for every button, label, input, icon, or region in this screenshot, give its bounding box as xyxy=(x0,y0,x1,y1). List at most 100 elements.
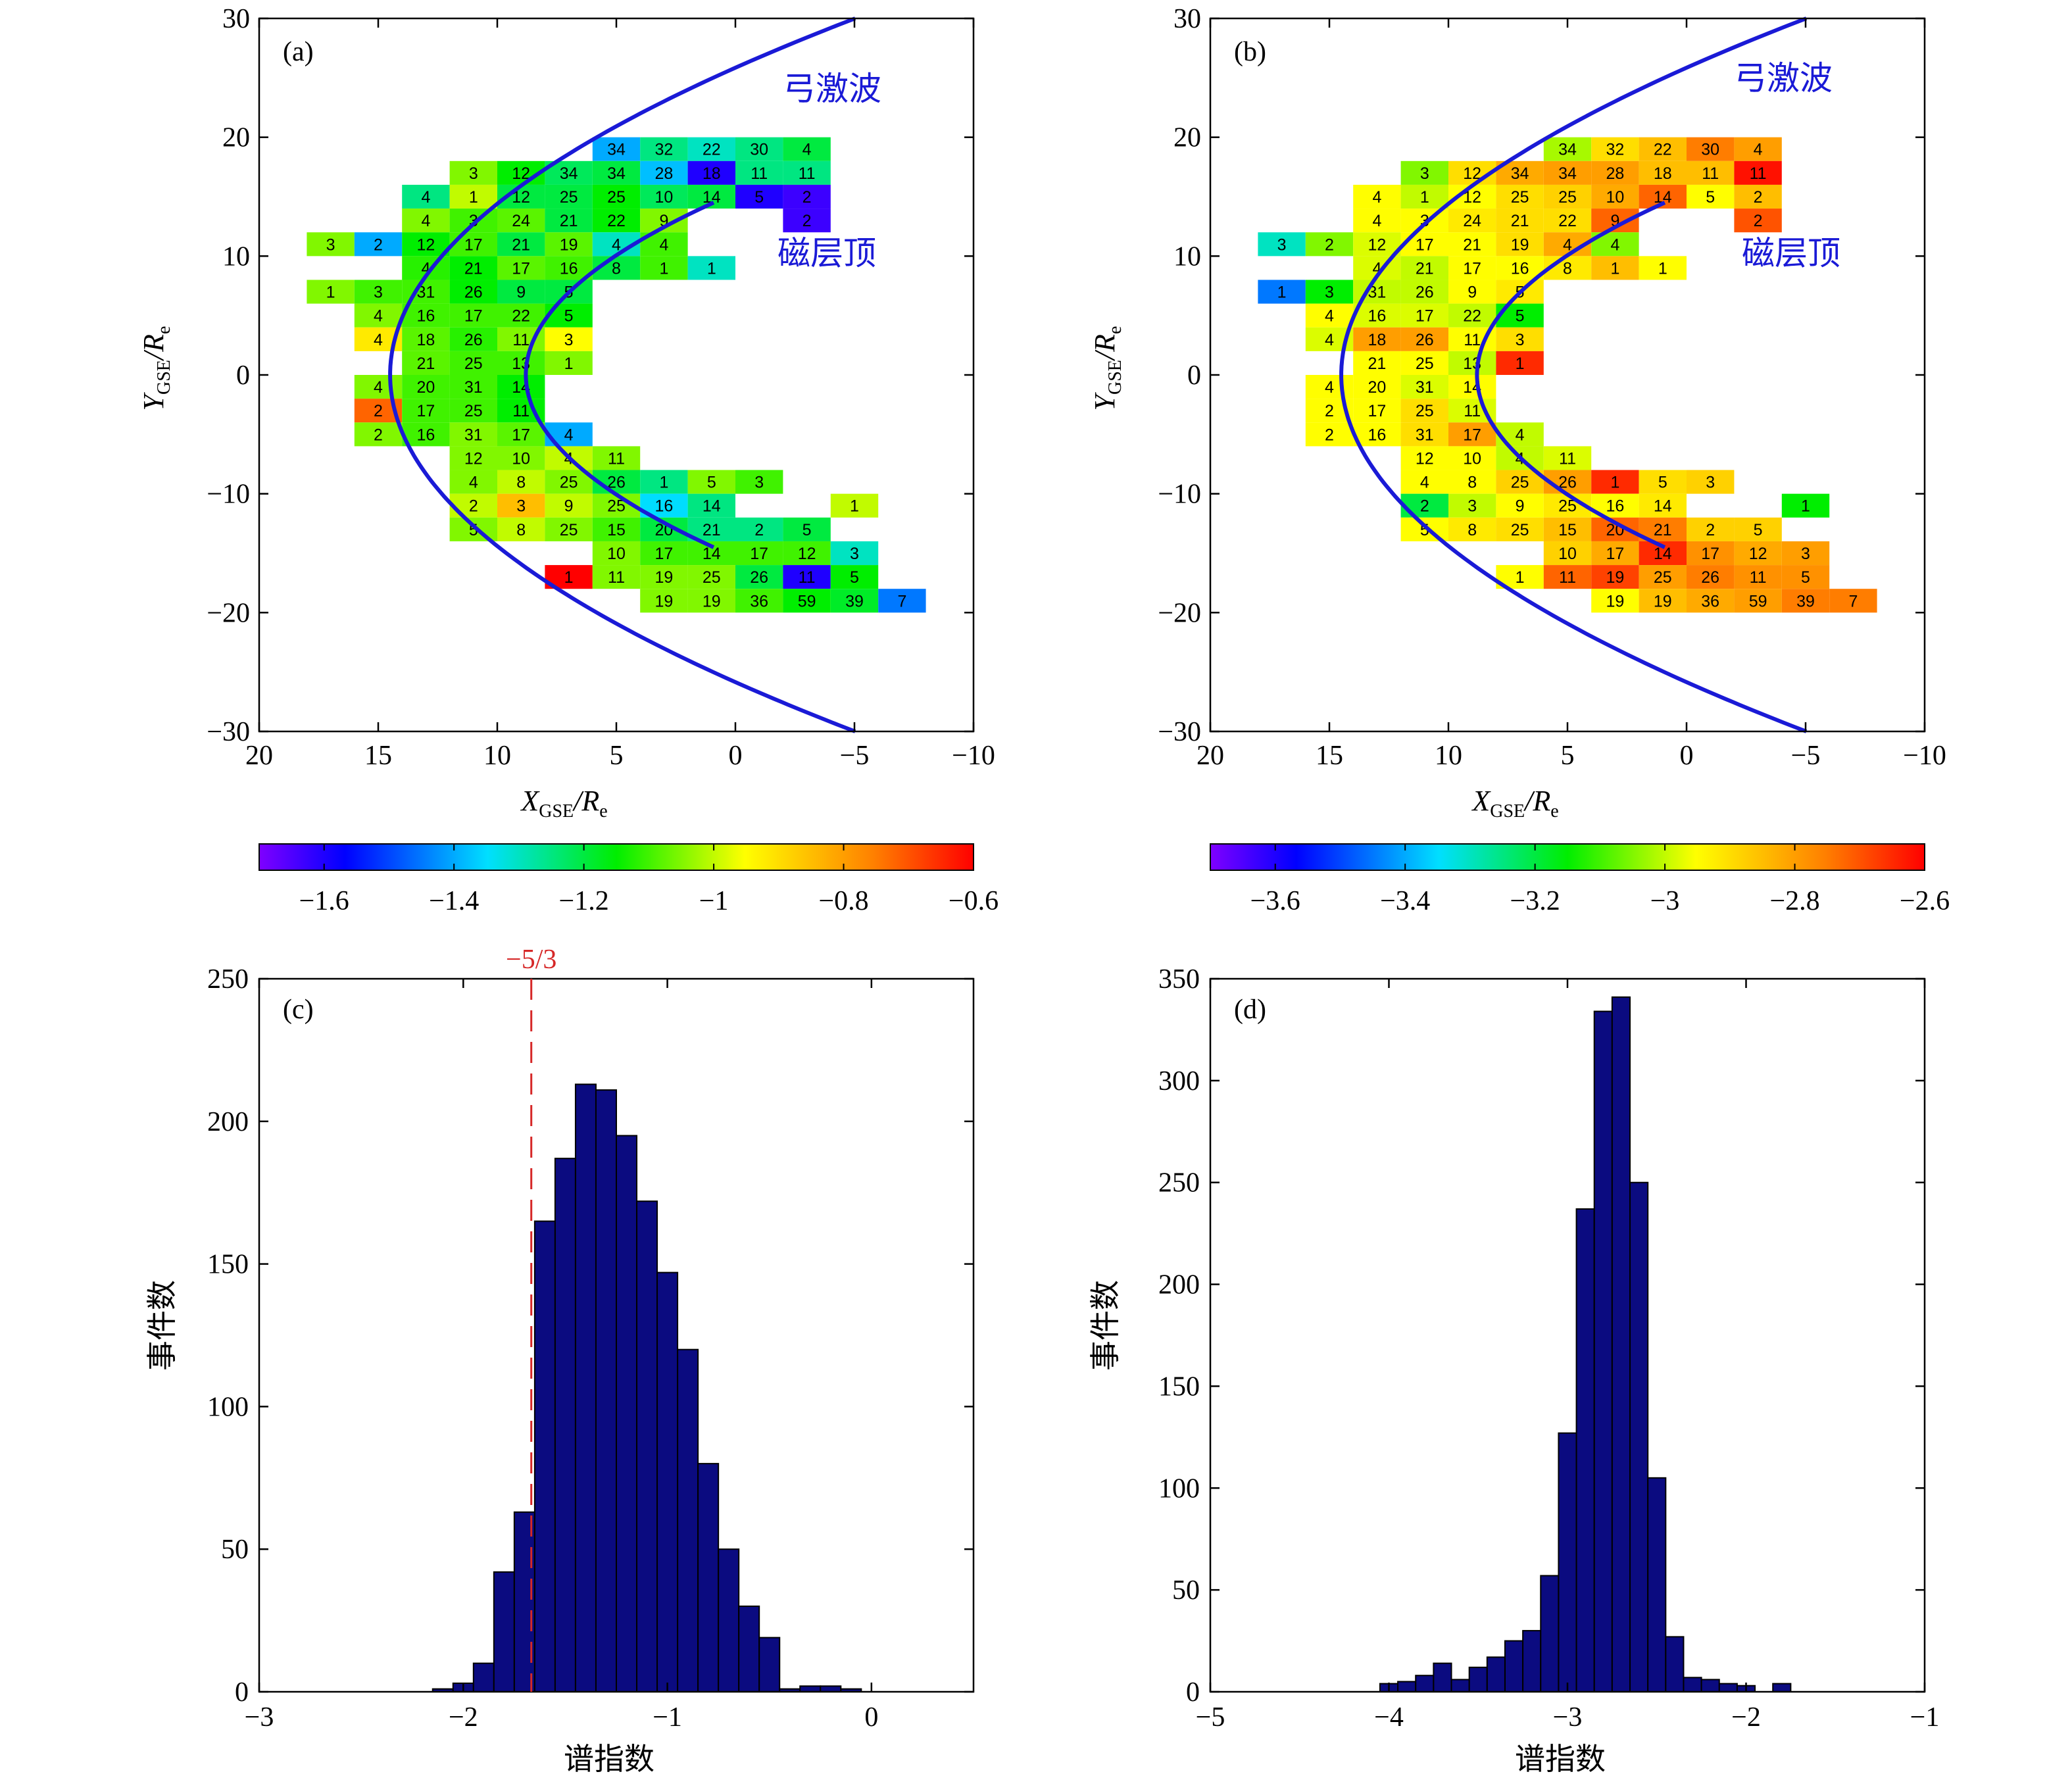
panel-d-xlabel: 谱指数 xyxy=(1515,1742,1606,1774)
panel-a-cell-count: 25 xyxy=(607,188,626,207)
panel-b-cell xyxy=(1400,351,1448,375)
panel-a-cell xyxy=(449,375,497,399)
panel-b-ytick-label: 20 xyxy=(1173,123,1201,153)
panel-a-cell xyxy=(783,184,831,209)
panel-a-cell-count: 34 xyxy=(560,164,578,183)
panel-a-colorbar-tick-label: −1 xyxy=(699,886,729,916)
panel-a-cell-count: 20 xyxy=(416,378,435,397)
panel-a-heatmap: 34 32 22 30 43 12 34 34 28 18 11 114 1 12 25 25 10 14 5 24 3… xyxy=(137,4,995,822)
panel-d-label: (d) xyxy=(1234,995,1266,1025)
panel-a-cell-count: 19 xyxy=(703,592,721,610)
panel-a-xtick-label: −5 xyxy=(840,741,870,771)
panel-d-bar xyxy=(1397,1681,1417,1693)
panel-a-cell xyxy=(783,160,831,185)
panel-b-cell xyxy=(1353,351,1401,375)
panel-a-cell xyxy=(545,517,593,541)
panel-b-cell xyxy=(1496,470,1544,494)
panel-a-xtick-label: 10 xyxy=(483,741,511,771)
panel-c-ytick-label: 250 xyxy=(207,964,249,995)
panel-b-cell-count: 21 xyxy=(1463,235,1481,254)
panel-a-cell xyxy=(592,209,641,233)
panel-b-ylabel: YGSE/Re xyxy=(1089,326,1125,411)
panel-a-colorbar-tick-label: −1.6 xyxy=(299,886,349,916)
panel-a-cell xyxy=(783,589,831,613)
panel-a-cell-count: 10 xyxy=(607,545,626,563)
panel-b-cell-count: 4 xyxy=(1325,378,1334,397)
panel-c-bar xyxy=(636,1200,658,1692)
panel-b-xtick-label: 0 xyxy=(1680,741,1694,771)
panel-d-ytick-label: 100 xyxy=(1158,1473,1200,1504)
panel-a-cell-count: 2 xyxy=(469,497,478,516)
panel-b-cell-count: 2 xyxy=(1754,212,1763,230)
panel-b-cell-count: 30 xyxy=(1701,141,1719,159)
panel-b-cell-count: 25 xyxy=(1511,474,1529,492)
panel-b-cell xyxy=(1400,470,1448,494)
panel-d-ytick-label: 150 xyxy=(1158,1371,1200,1402)
panel-a-cell-count: 2 xyxy=(802,188,812,207)
panel-a-cell-count: 12 xyxy=(464,449,483,468)
panel-a-bowshock-label: 弓激波 xyxy=(783,70,881,107)
panel-c-ytick-label: 150 xyxy=(207,1250,249,1280)
panel-b-cell xyxy=(1543,517,1592,541)
panel-b-cell-count: 9 xyxy=(1516,497,1525,516)
panel-b-cell xyxy=(1496,493,1544,518)
panel-d-bar xyxy=(1611,996,1631,1692)
panel-a-cell xyxy=(449,470,497,494)
panel-b-cell-count: 59 xyxy=(1749,592,1767,610)
panel-b-cell xyxy=(1543,137,1592,161)
panel-b-cell xyxy=(1353,399,1401,423)
panel-a-cell xyxy=(497,256,545,280)
panel-b-cell xyxy=(1448,232,1496,257)
panel-b-cell xyxy=(1734,209,1782,233)
panel-b-cell-count: 8 xyxy=(1468,474,1477,492)
panel-a-cell xyxy=(497,422,545,447)
panel-b-cell-count: 11 xyxy=(1750,568,1767,587)
panel-a-cell-count: 1 xyxy=(326,283,335,302)
panel-b-cell xyxy=(1400,422,1448,447)
panel-a-cell xyxy=(687,470,735,494)
panel-b-cell xyxy=(1496,256,1544,280)
panel-a-cell xyxy=(449,493,497,518)
panel-b-cell xyxy=(1687,541,1735,566)
panel-b-cell xyxy=(1400,256,1448,280)
panel-c-bar xyxy=(656,1271,679,1693)
panel-a-cell xyxy=(449,280,497,304)
panel-a-cell-count: 1 xyxy=(659,259,668,278)
panel-b-cell xyxy=(1687,160,1735,185)
panel-b-cell xyxy=(1353,422,1401,447)
panel-b-cell xyxy=(1400,446,1448,470)
panel-a-cell xyxy=(592,446,641,470)
panel-b-cell-count: 11 xyxy=(1464,402,1481,420)
panel-b-cell-count: 3 xyxy=(1325,283,1334,302)
panel-a-colorbar-gradient xyxy=(259,843,974,871)
panel-a-cell-count: 17 xyxy=(750,545,768,563)
panel-b-cell xyxy=(1258,280,1306,304)
panel-a-cell xyxy=(497,470,545,494)
panel-b-cell xyxy=(1639,565,1687,589)
panel-b-colorbar-tick-label: −3.2 xyxy=(1510,886,1560,916)
panel-a-cell-count: 34 xyxy=(607,164,626,183)
panel-a-cell-count: 28 xyxy=(654,164,673,183)
panel-b-cell-count: 3 xyxy=(1468,497,1477,516)
panel-a-cell xyxy=(497,517,545,541)
panel-b-cell-count: 25 xyxy=(1558,188,1577,207)
panel-a-cell-count: 4 xyxy=(612,235,621,254)
panel-a-cell-count: 21 xyxy=(512,235,530,254)
panel-b-cell xyxy=(1781,589,1830,613)
panel-c-axes: −3 −2 −1 0 0 50 100 150 200 250 xyxy=(207,964,975,1733)
panel-a-cell-count: 4 xyxy=(374,331,383,349)
panel-b-cell-count: 34 xyxy=(1558,164,1577,183)
panel-b-cell xyxy=(1400,493,1448,518)
panel-b-cell-count: 25 xyxy=(1511,521,1529,539)
panel-a-cell-count: 8 xyxy=(516,474,526,492)
panel-d-bar xyxy=(1665,1636,1685,1693)
panel-b-cell-count: 17 xyxy=(1606,545,1624,563)
panel-c-bar xyxy=(533,1220,556,1693)
panel-a-cell-count: 21 xyxy=(464,259,483,278)
panel-b-cell xyxy=(1687,589,1735,613)
panel-a-cell xyxy=(735,589,783,613)
panel-a-cell-count: 17 xyxy=(464,307,483,326)
panel-a-bowshock-curve xyxy=(388,16,856,733)
panel-b-cell xyxy=(1829,589,1877,613)
